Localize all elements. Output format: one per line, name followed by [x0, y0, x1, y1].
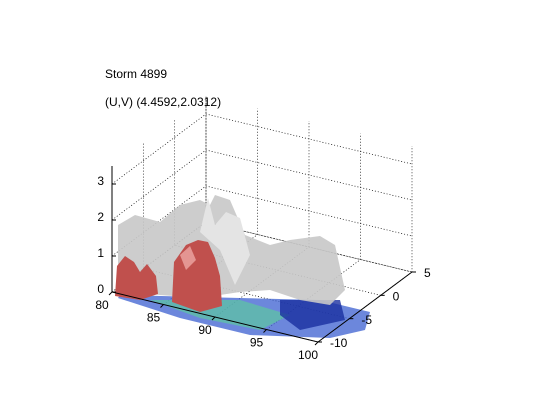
x-tick: [263, 329, 267, 333]
x-tick: [211, 316, 216, 321]
y-tick-label: 5: [424, 266, 431, 280]
y-tick-label: -5: [361, 313, 372, 327]
z-tick-label: 2: [97, 210, 104, 224]
z-tick-label: 0: [97, 282, 104, 296]
x-tick-label: 100: [298, 348, 318, 362]
floor-field-green: [150, 300, 290, 330]
x-tick-label: 90: [198, 323, 212, 337]
y-tick-label: -10: [330, 336, 348, 350]
floor-field-dark: [280, 300, 345, 330]
y-axis: [317, 271, 413, 343]
x-tick-label: 95: [250, 336, 264, 350]
z-tick-label: 1: [97, 246, 104, 260]
x-tick: [314, 341, 319, 346]
z-tick-label: 3: [97, 174, 104, 188]
chart-subtitle: (U,V) (4.4592,2.0312): [105, 95, 221, 109]
x-tick: [108, 291, 113, 296]
y-tick-label: 0: [393, 290, 400, 304]
axis-layer: 80 85 90 95 100 -10 -5 0 5 0 1 2 3: [95, 166, 431, 362]
red-highlight: [180, 246, 196, 270]
x-tick-label: 80: [95, 298, 109, 312]
grid-line: [111, 113, 413, 185]
gray-highlight: [200, 198, 250, 285]
x-tick-label: 85: [147, 311, 161, 325]
x-tick: [160, 304, 164, 308]
chart-title: Storm 4899: [105, 67, 167, 81]
red-surface-1: [115, 256, 158, 300]
grid-line: [111, 149, 413, 221]
isosurfaces: [115, 195, 370, 338]
